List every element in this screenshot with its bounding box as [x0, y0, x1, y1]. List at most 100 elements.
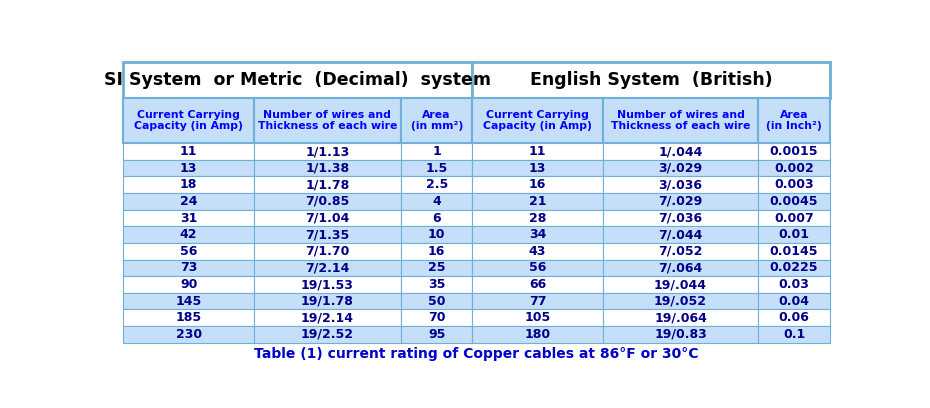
FancyBboxPatch shape [254, 293, 401, 309]
FancyBboxPatch shape [401, 293, 472, 309]
Text: 7/.044: 7/.044 [658, 228, 703, 241]
Text: 66: 66 [529, 278, 546, 291]
FancyBboxPatch shape [603, 98, 758, 143]
Text: 21: 21 [529, 195, 546, 208]
FancyBboxPatch shape [603, 259, 758, 276]
Text: 0.007: 0.007 [774, 211, 814, 224]
FancyBboxPatch shape [603, 243, 758, 259]
Text: 19/.064: 19/.064 [654, 311, 707, 324]
FancyBboxPatch shape [401, 98, 472, 143]
FancyBboxPatch shape [758, 210, 830, 226]
Text: 1/1.78: 1/1.78 [305, 178, 350, 191]
FancyBboxPatch shape [124, 293, 254, 309]
FancyBboxPatch shape [758, 193, 830, 210]
Text: 6: 6 [432, 211, 441, 224]
FancyBboxPatch shape [758, 143, 830, 160]
Text: 0.0015: 0.0015 [770, 145, 818, 158]
FancyBboxPatch shape [254, 243, 401, 259]
Text: 0.0145: 0.0145 [770, 245, 818, 258]
FancyBboxPatch shape [758, 243, 830, 259]
Text: 7/.052: 7/.052 [658, 245, 703, 258]
Text: 0.06: 0.06 [778, 311, 809, 324]
Text: 56: 56 [179, 245, 197, 258]
FancyBboxPatch shape [124, 160, 254, 176]
Text: Current Carrying
Capacity (in Amp): Current Carrying Capacity (in Amp) [134, 110, 243, 131]
FancyBboxPatch shape [472, 62, 830, 98]
FancyBboxPatch shape [254, 326, 401, 343]
Text: 10: 10 [428, 228, 445, 241]
FancyBboxPatch shape [401, 143, 472, 160]
Text: Number of wires and
Thickness of each wire: Number of wires and Thickness of each wi… [258, 110, 397, 131]
Text: Area
(in Inch²): Area (in Inch²) [766, 110, 822, 131]
Text: 77: 77 [529, 295, 546, 308]
Text: Table (1) current rating of Copper cables at 86°F or 30°C: Table (1) current rating of Copper cable… [255, 347, 698, 361]
FancyBboxPatch shape [472, 193, 603, 210]
Text: 11: 11 [529, 145, 546, 158]
Text: 0.0045: 0.0045 [770, 195, 818, 208]
FancyBboxPatch shape [124, 259, 254, 276]
FancyBboxPatch shape [401, 160, 472, 176]
Text: 7/.064: 7/.064 [658, 262, 703, 275]
Text: English System  (British): English System (British) [530, 71, 773, 89]
FancyBboxPatch shape [124, 326, 254, 343]
FancyBboxPatch shape [472, 226, 603, 243]
Text: 3/.029: 3/.029 [658, 162, 702, 175]
Text: 0.0225: 0.0225 [770, 262, 818, 275]
FancyBboxPatch shape [603, 309, 758, 326]
Text: 3/.036: 3/.036 [658, 178, 702, 191]
Text: 13: 13 [179, 162, 197, 175]
Text: 7/.029: 7/.029 [658, 195, 703, 208]
Text: 7/.036: 7/.036 [658, 211, 702, 224]
FancyBboxPatch shape [472, 98, 603, 143]
Text: 0.04: 0.04 [778, 295, 809, 308]
Text: 7/1.35: 7/1.35 [305, 228, 350, 241]
Text: 0.01: 0.01 [778, 228, 809, 241]
FancyBboxPatch shape [758, 293, 830, 309]
Text: 19/1.53: 19/1.53 [301, 278, 353, 291]
FancyBboxPatch shape [254, 309, 401, 326]
Text: 7/0.85: 7/0.85 [305, 195, 350, 208]
FancyBboxPatch shape [758, 226, 830, 243]
FancyBboxPatch shape [401, 176, 472, 193]
FancyBboxPatch shape [472, 143, 603, 160]
FancyBboxPatch shape [758, 309, 830, 326]
FancyBboxPatch shape [472, 326, 603, 343]
Text: 7/2.14: 7/2.14 [305, 262, 350, 275]
FancyBboxPatch shape [124, 243, 254, 259]
FancyBboxPatch shape [472, 210, 603, 226]
Text: 42: 42 [179, 228, 197, 241]
Text: 18: 18 [179, 178, 197, 191]
FancyBboxPatch shape [124, 210, 254, 226]
FancyBboxPatch shape [758, 176, 830, 193]
Text: SI System  or Metric  (Decimal)  system: SI System or Metric (Decimal) system [104, 71, 491, 89]
FancyBboxPatch shape [401, 259, 472, 276]
Text: 25: 25 [428, 262, 445, 275]
FancyBboxPatch shape [758, 259, 830, 276]
Text: 50: 50 [428, 295, 445, 308]
FancyBboxPatch shape [401, 326, 472, 343]
Text: 4: 4 [432, 195, 441, 208]
Text: 105: 105 [525, 311, 551, 324]
Text: 56: 56 [529, 262, 546, 275]
Text: 145: 145 [176, 295, 202, 308]
FancyBboxPatch shape [124, 176, 254, 193]
FancyBboxPatch shape [472, 276, 603, 293]
Text: 70: 70 [428, 311, 445, 324]
Text: 1: 1 [432, 145, 441, 158]
FancyBboxPatch shape [254, 193, 401, 210]
Text: 73: 73 [179, 262, 197, 275]
FancyBboxPatch shape [603, 143, 758, 160]
FancyBboxPatch shape [254, 259, 401, 276]
FancyBboxPatch shape [472, 309, 603, 326]
FancyBboxPatch shape [603, 293, 758, 309]
Text: 185: 185 [176, 311, 202, 324]
FancyBboxPatch shape [603, 176, 758, 193]
Text: 24: 24 [179, 195, 197, 208]
FancyBboxPatch shape [472, 259, 603, 276]
Text: 1/1.13: 1/1.13 [305, 145, 350, 158]
Text: Area
(in mm²): Area (in mm²) [410, 110, 463, 131]
Text: 2.5: 2.5 [426, 178, 448, 191]
FancyBboxPatch shape [254, 143, 401, 160]
FancyBboxPatch shape [401, 243, 472, 259]
FancyBboxPatch shape [254, 98, 401, 143]
